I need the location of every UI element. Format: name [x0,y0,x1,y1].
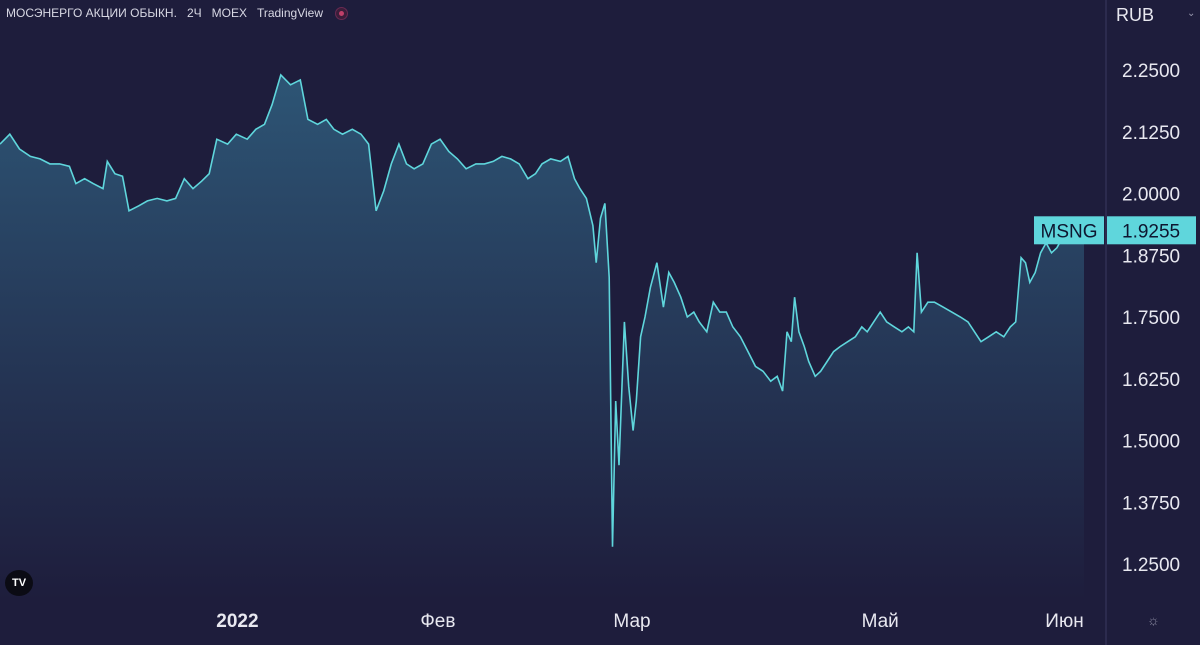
ticker-tag[interactable]: MSNG [1034,216,1104,245]
x-tick-label: Июн [1045,611,1083,632]
chevron-down-icon[interactable]: ⌄ [1187,8,1196,19]
series-line[interactable] [0,73,1085,547]
symbol-name[interactable]: МОСЭНЕРГО АКЦИИ ОБЫКН. [6,6,177,20]
series-area [0,74,1084,600]
ticker-label: MSNG [1041,221,1098,242]
gear-icon[interactable]: ☼ [1147,612,1160,628]
y-tick-label: 1.5000 [1122,432,1180,453]
source-label: TradingView [256,6,323,20]
chart-header: МОСЭНЕРГО АКЦИИ ОБЫКН. 2Ч MOEX TradingVi… [6,6,358,20]
status-icon[interactable] [335,6,348,20]
x-tick-label: Май [862,611,899,632]
last-price-value: 1.9255 [1122,221,1180,242]
exchange-label: MOEX [211,6,247,20]
currency-selector[interactable]: RUB [1116,5,1155,25]
last-price-label[interactable]: 1.9255 [1107,216,1196,245]
x-tick-label: Фев [420,611,455,632]
y-tick-label: 1.2500 [1122,555,1180,576]
y-tick-label: 2.2500 [1122,61,1180,82]
y-tick-label: 1.6250 [1122,370,1180,391]
y-tick-label: 1.7500 [1122,308,1180,329]
price-axis[interactable]: 2.2500 2.1250 2.0000 1.8750 1.7500 1.6250 1.50… [1122,61,1180,576]
y-tick-label: 1.3750 [1122,493,1180,514]
tradingview-logo-icon[interactable]: TV [5,570,33,596]
time-axis[interactable]: 2022 Фев Мар Май Июн [216,611,1083,632]
y-tick-label: 2.0000 [1122,185,1180,206]
y-tick-label: 1.8750 [1122,246,1180,267]
y-tick-label: 2.1250 [1122,123,1180,144]
interval-label[interactable]: 2Ч [186,6,202,20]
x-tick-label: Мар [613,611,650,632]
x-tick-label: 2022 [216,611,258,632]
